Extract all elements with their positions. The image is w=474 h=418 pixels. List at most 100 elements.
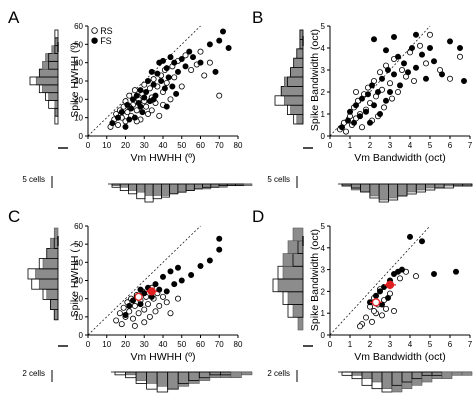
panel-a-hist-y-rs-bar <box>54 115 59 125</box>
panel-a-rs-point <box>143 103 150 110</box>
panel-d-mean-point <box>385 280 395 290</box>
panel-a-hist-x-fs-bar <box>144 183 154 196</box>
panel-a-x-axis-label: Vm HWHH (º) <box>130 152 195 164</box>
panel-a-y-axis-label: Spike HWHH (º) <box>69 42 81 118</box>
panel-d-y-tick-label: 1 <box>321 309 326 318</box>
panel-a-fs-point <box>150 96 157 103</box>
panel-b-fs-point <box>396 82 403 89</box>
panel-d-hist-x-fs-bar <box>421 371 433 383</box>
panel-d-mean-point <box>371 298 381 307</box>
panel-b-fs-point <box>376 111 383 118</box>
panel-c-fs-point <box>159 273 166 280</box>
panel-d-hist-y-fs-bar <box>297 316 304 331</box>
panel-b-rs-point <box>380 104 387 111</box>
panel-a-rs-point <box>156 112 163 119</box>
panel-a-y-tick-label: 50 <box>74 40 83 49</box>
panel-b-hist-x-fs-bar <box>378 183 389 201</box>
panel-c-fs-point <box>152 281 159 288</box>
panel-a-hist-y-fs-bar <box>42 61 59 70</box>
panel-c-fs-point <box>137 301 144 308</box>
panel-d-y-axis-label: Spike Bandwidth (oct) <box>309 229 321 331</box>
panel-d-rs-point <box>356 323 363 330</box>
panel-a-hist-x-fs-bar <box>185 183 195 191</box>
panel-c-fs-point <box>216 246 223 253</box>
panel-d-y-tick-label: 3 <box>321 266 326 275</box>
panel-a-hist-x-fs-bar <box>243 183 253 186</box>
panel-d-y-tick-label: 0 <box>321 331 326 340</box>
panel-d-fs-point <box>394 268 401 275</box>
panel-a-hist-y-fs-bar <box>54 108 59 117</box>
panel-a-rs-point <box>197 48 204 55</box>
panel-a-x-tick-label: 50 <box>177 141 186 150</box>
panel-b-fs-point <box>370 102 377 109</box>
panel-c-rs-point <box>152 308 159 315</box>
panel-a-fs-point <box>126 116 133 123</box>
panel-b-rs-point <box>446 75 453 82</box>
panel-b-y-axis-label: Spike Bandwidth (oct) <box>309 29 321 131</box>
panel-b-scale-label: 5 cells <box>267 175 290 184</box>
panel-b-fs-point <box>362 108 369 115</box>
panel-b-hist-x-fs-bar <box>406 183 417 193</box>
panel-a-fs-point <box>206 41 213 48</box>
panel-c-rs-point <box>141 319 148 326</box>
panel-b-hist-y-fs-bar <box>293 57 304 68</box>
panel-c-hist-x-fs-bar <box>188 371 200 384</box>
panel-a-fs-point <box>109 120 116 127</box>
panel-b-fs-point <box>390 71 397 78</box>
panel-a-hist-y-fs-bar <box>54 100 59 109</box>
panel-a-hist-y-fs-bar <box>42 84 59 93</box>
panel-a-x-tick-label: 20 <box>121 141 130 150</box>
panel-a-fs-point <box>165 74 172 81</box>
panel-c-x-tick-label: 50 <box>177 340 186 349</box>
panel-d-rs-point <box>368 318 375 325</box>
panel-a-fs-point <box>186 48 193 55</box>
panel-a-rs-point <box>171 74 178 81</box>
panel-a-y-tick-label: 0 <box>79 132 84 141</box>
panel-c-fs-point <box>163 288 170 295</box>
panel-a-rs-point <box>163 79 170 86</box>
panel-b-hist-y-fs-bar <box>280 86 304 97</box>
panel-d-x-tick-label: 2 <box>368 340 373 349</box>
panel-a-fs-point <box>163 103 170 110</box>
panel-d-scale-label: 2 cells <box>267 369 290 378</box>
panel-a-x-tick-label: 60 <box>196 141 205 150</box>
panel-c-fs-point <box>129 297 136 304</box>
panel-a-rs-point <box>182 52 189 59</box>
panel-c-rs-point <box>159 293 166 300</box>
panel-c-hist-y-fs-bar <box>53 309 59 321</box>
panel-d-fs-point <box>384 294 391 301</box>
panel-d-hist-x-fs-bar <box>401 371 413 389</box>
panel-b-rs-point <box>398 67 405 74</box>
panel-c-x-tick-label: 70 <box>215 340 224 349</box>
panel-b-y-tick-label: 2 <box>321 88 326 97</box>
panel-a-fs-point <box>122 123 129 130</box>
panel-b-hist-y-fs-bar <box>296 114 304 125</box>
panel-d-rs-point <box>370 308 377 315</box>
panel-c-fs-point <box>122 312 129 319</box>
panel-d-hist-x-fs-bar <box>371 371 383 383</box>
panel-a-x-tick-label: 80 <box>234 141 243 150</box>
panel-b-x-tick-label: 4 <box>408 141 413 150</box>
panel-d-unity-line <box>329 225 431 336</box>
panel-c-y-axis-label: Spike HWHH ( ) <box>69 243 81 318</box>
panel-c-rs-point <box>129 315 136 322</box>
panel-b-hist-x-fs-bar <box>369 183 380 197</box>
panel-b-fs-point <box>382 47 389 54</box>
panel-b-y-tick-label: 5 <box>321 22 326 31</box>
panel-a-fs-point <box>118 109 125 116</box>
panel-b-hist-x-fs-bar <box>415 183 426 191</box>
panel-c-mean-point <box>134 292 143 302</box>
panel-b-rs-point <box>456 53 463 60</box>
panel-b-fs-point <box>456 45 463 52</box>
panel-a-fs-point <box>219 28 226 35</box>
panel-b-y-tick-label: 4 <box>321 44 326 53</box>
panel-b-y-tick-label: 3 <box>321 66 326 75</box>
panel-a-fs-point <box>178 56 185 63</box>
panel-a-hist-x-fs-bar <box>119 183 129 188</box>
panel-d-hist-x-rs-bar <box>341 371 353 376</box>
panel-d-x-tick-label: 0 <box>328 340 333 349</box>
panel-c-rs-point <box>144 301 151 308</box>
panel-c-fs-point <box>171 281 178 288</box>
panel-a-rs-point <box>201 72 208 79</box>
panel-b-x-tick-label: 2 <box>368 141 373 150</box>
